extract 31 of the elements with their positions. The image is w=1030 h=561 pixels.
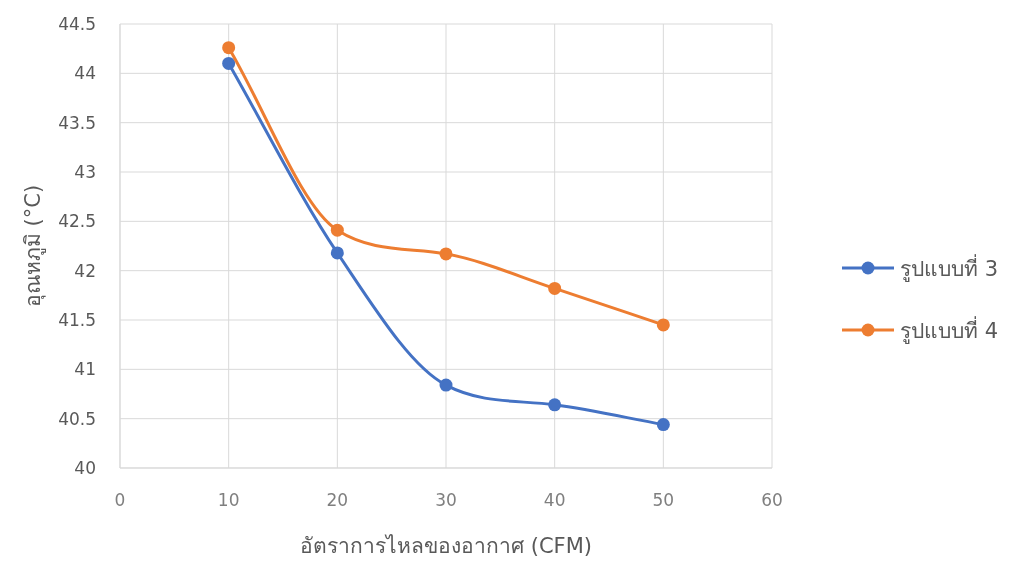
legend-label: รูปแบบที่ 4	[900, 316, 999, 344]
y-tick-label: 43.5	[58, 112, 96, 133]
x-tick-label: 40	[543, 490, 566, 510]
point	[656, 318, 670, 332]
point	[656, 418, 670, 432]
point	[548, 398, 562, 412]
x-tick-label: 60	[761, 490, 783, 510]
point	[548, 281, 562, 295]
x-tick-label: 50	[652, 490, 675, 510]
point	[439, 378, 453, 392]
x-tick-label: 30	[435, 490, 457, 510]
y-axis-title: อุณหภูมิ (°C)	[21, 184, 46, 308]
y-tick-label: 43	[74, 162, 96, 182]
y-tick-label: 41	[74, 359, 96, 380]
point	[222, 56, 236, 70]
y-tick-label: 42.5	[58, 211, 96, 232]
x-tick-label: 20	[326, 490, 349, 510]
y-tick-label: 41.5	[58, 310, 96, 330]
point	[439, 247, 453, 261]
x-tick-label: 10	[217, 490, 240, 510]
x-tick-label: 0	[114, 490, 126, 510]
y-tick-label: 44.5	[58, 14, 96, 34]
legend-label: รูปแบบที่ 3	[900, 254, 999, 282]
point	[222, 41, 236, 55]
point	[330, 223, 344, 237]
y-tick-label: 40	[74, 458, 96, 478]
y-tick-label: 42	[74, 260, 96, 281]
y-tick-label: 44	[74, 63, 96, 84]
point	[330, 246, 344, 260]
y-tick-label: 40.5	[58, 408, 96, 429]
x-axis-title: อัตราการไหลของอากาศ (CFM)	[300, 534, 592, 558]
